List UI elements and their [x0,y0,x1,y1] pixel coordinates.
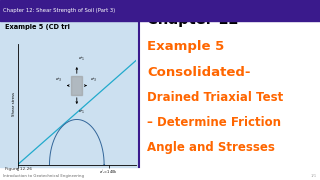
Text: Angle and Stresses: Angle and Stresses [147,141,275,154]
Text: $\sigma'_3$: $\sigma'_3$ [90,76,98,84]
Y-axis label: Shear stress: Shear stress [12,92,16,116]
Text: $\sigma'_1$: $\sigma'_1$ [78,109,85,116]
Text: 1/1: 1/1 [310,174,317,178]
Text: Chapter 12: Shear Strength of Soil (Part 3): Chapter 12: Shear Strength of Soil (Part… [3,8,116,13]
Bar [0,0,320,21]
Text: – Determine Friction: – Determine Friction [147,116,281,129]
Text: Chapter 12: Chapter 12 [147,12,239,27]
Text: Consolidated-: Consolidated- [147,66,251,78]
Text: Figure 12.26: Figure 12.26 [5,167,32,171]
Bar [139,21,320,166]
Text: Example 5 (CD tri: Example 5 (CD tri [5,24,70,30]
Text: $\sigma'_3$: $\sigma'_3$ [55,76,63,84]
Text: Example 5: Example 5 [147,40,224,53]
Text: Drained Triaxial Test: Drained Triaxial Test [147,91,284,104]
Bar [71,76,83,95]
Text: $\sigma'_1$: $\sigma'_1$ [78,56,85,63]
Text: Introduction to Geotechnical Engineering: Introduction to Geotechnical Engineering [3,174,84,178]
Bar [0,21,139,166]
